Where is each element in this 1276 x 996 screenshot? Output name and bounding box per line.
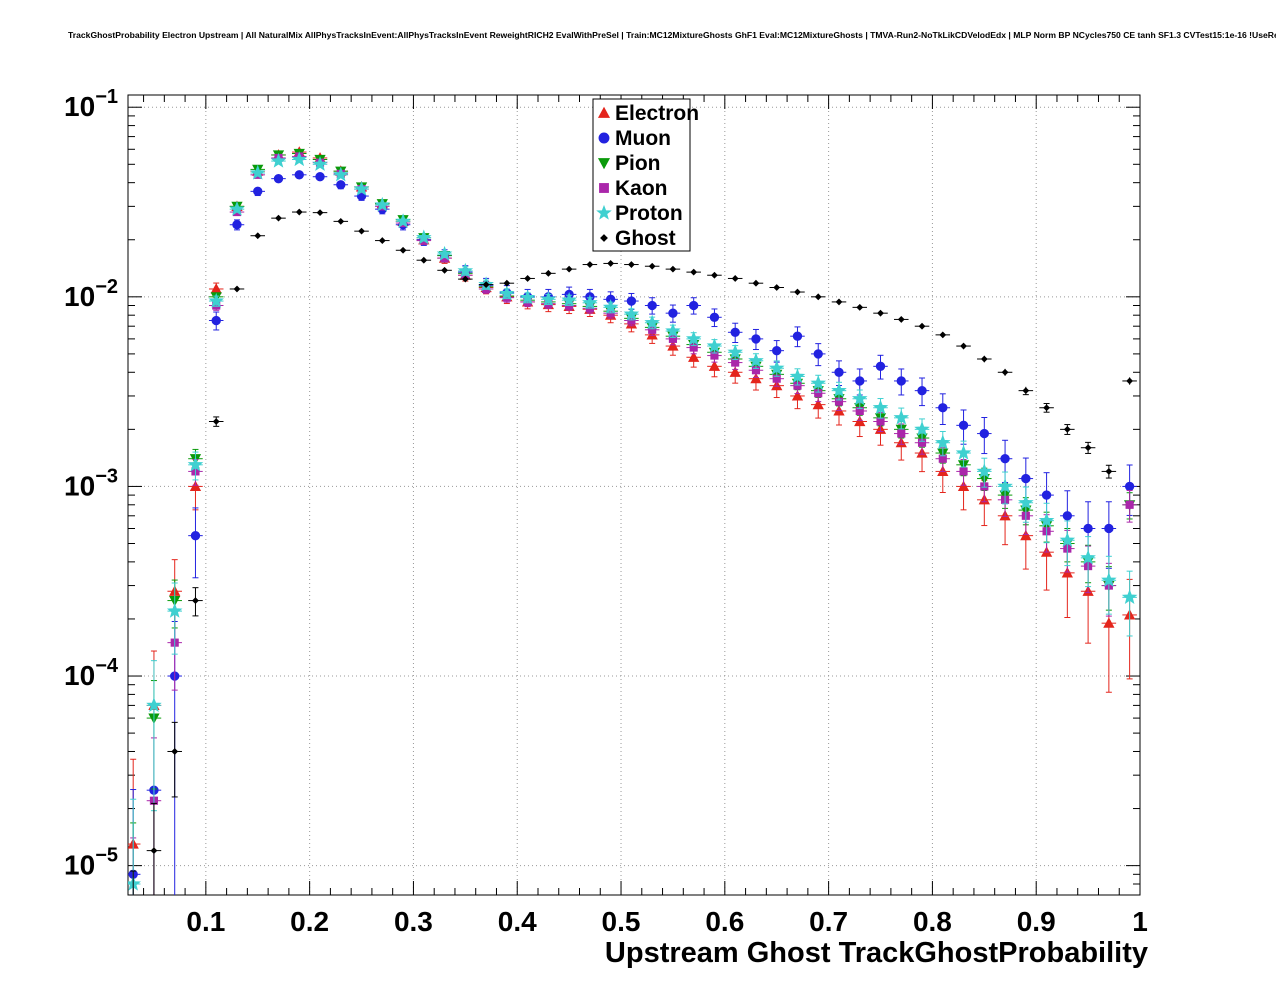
- y-tick-label: 10−2: [64, 276, 118, 312]
- x-tick-label: 0.5: [602, 906, 641, 937]
- x-tick-label: 0.9: [1017, 906, 1056, 937]
- x-tick-labels: 0.1 0.2 0.3 0.4 0.5 0.6 0.7 0.8 0.9 1: [186, 906, 1147, 937]
- legend-label-ghost: Ghost: [615, 227, 676, 250]
- x-tick-label: 0.2: [290, 906, 329, 937]
- x-tick-label: 0.1: [186, 906, 225, 937]
- x-tick-label: 0.8: [913, 906, 952, 937]
- x-tick-label: 0.3: [394, 906, 433, 937]
- legend-box: [592, 98, 691, 252]
- x-tick-label: 0.4: [498, 906, 537, 937]
- y-tick-labels: 10−1 10−2 10−3 10−4 10−5: [64, 86, 119, 880]
- gridlines: [128, 95, 1140, 895]
- y-tick-label: 10−5: [64, 845, 118, 881]
- x-axis-title: Upstream Ghost TrackGhostProbability: [605, 937, 1148, 969]
- axis-ticks: [128, 95, 1141, 896]
- legend-label-proton: Proton: [615, 202, 683, 225]
- y-tick-label: 10−3: [64, 465, 118, 501]
- plot-title: TrackGhostProbability Electron Upstream …: [68, 30, 1276, 40]
- series-ghost: [130, 208, 1137, 895]
- legend-label-kaon: Kaon: [615, 177, 668, 200]
- x-tick-label: 0.6: [705, 906, 744, 937]
- legend-label-pion: Pion: [615, 152, 661, 175]
- legend-label-electron: Electron: [615, 102, 699, 125]
- y-tick-label: 10−4: [64, 655, 119, 691]
- x-tick-label: 0.7: [809, 906, 848, 937]
- x-tick-label: 1: [1132, 906, 1148, 937]
- y-tick-label: 10−1: [64, 86, 118, 122]
- legend-label-muon: Muon: [615, 127, 671, 150]
